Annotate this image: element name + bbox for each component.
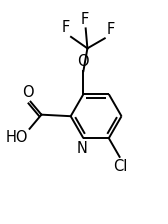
Text: F: F bbox=[61, 20, 70, 35]
Text: F: F bbox=[106, 22, 115, 37]
Text: O: O bbox=[78, 54, 89, 69]
Text: F: F bbox=[81, 12, 89, 27]
Text: Cl: Cl bbox=[113, 159, 128, 174]
Text: N: N bbox=[76, 140, 87, 155]
Text: HO: HO bbox=[6, 130, 28, 145]
Text: O: O bbox=[23, 85, 34, 100]
